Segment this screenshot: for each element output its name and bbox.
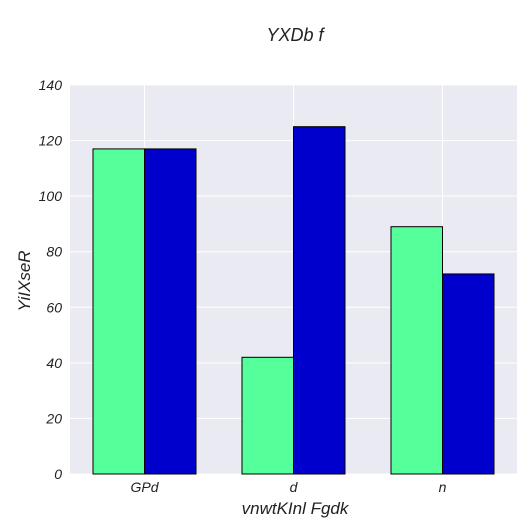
bar-d-series-1 (241, 356, 294, 475)
bars (92, 126, 495, 475)
x-axis-label: vnwtKInl Fgdk (242, 499, 350, 518)
x-tick-labels: GPd d n (130, 479, 446, 495)
x-tick-label: n (439, 479, 447, 495)
bar-GPd-series-1 (92, 148, 145, 475)
y-tick-label: 60 (46, 299, 62, 315)
bar-n-series-1 (390, 226, 443, 475)
x-tick-label: GPd (130, 479, 159, 495)
y-tick-label: 40 (46, 355, 62, 371)
x-tick-label: d (290, 479, 299, 495)
y-axis-label: YiIXseR (15, 250, 34, 311)
bar-GPd-series-2 (144, 148, 197, 475)
chart-title: YXDb f (266, 25, 325, 45)
bar-n-series-2 (442, 273, 495, 475)
y-tick-label: 100 (39, 188, 63, 204)
y-tick-labels: 0 20 40 60 80 100 120 140 (39, 77, 63, 482)
bar-d-series-2 (293, 126, 346, 475)
y-tick-label: 140 (39, 77, 63, 93)
y-tick-label: 0 (54, 466, 62, 482)
y-tick-label: 20 (45, 410, 62, 426)
y-tick-label: 80 (46, 244, 62, 260)
y-tick-label: 120 (39, 133, 63, 149)
